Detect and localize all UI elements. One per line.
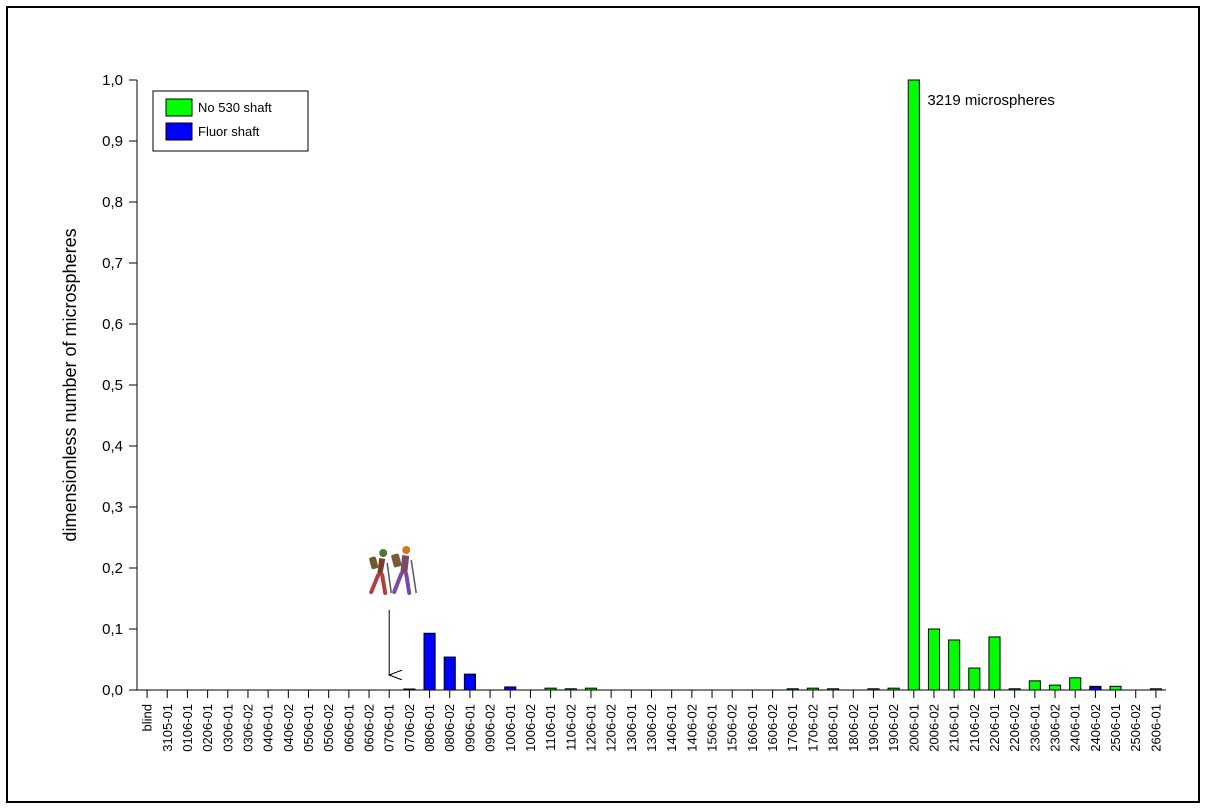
- y-tick-label: 0,5: [102, 377, 123, 394]
- x-tick-label: 1706-01: [785, 704, 800, 752]
- x-tick-label: 0306-01: [220, 704, 235, 752]
- hikers-icon: [369, 546, 417, 595]
- x-tick-label: 2506-01: [1108, 704, 1123, 752]
- legend-swatch-fluor-shaft: [165, 122, 193, 141]
- x-tick-label: 0506-01: [301, 704, 316, 752]
- x-tick-label: 0606-02: [362, 704, 377, 752]
- x-tick-label: 2106-02: [967, 704, 982, 752]
- bar-no-530-shaft: [1028, 680, 1041, 691]
- x-tick-label: 1006-02: [523, 704, 538, 752]
- x-tick-label: 0906-02: [483, 704, 498, 752]
- x-tick-label: 2506-02: [1128, 704, 1143, 752]
- bars: [403, 79, 1162, 691]
- x-tick-label: 0406-02: [281, 704, 296, 752]
- x-tick-label: 1306-01: [624, 704, 639, 752]
- x-tick-label: 1606-02: [765, 704, 780, 752]
- bar-no-530-shaft: [968, 667, 981, 691]
- y-tick-label: 1,0: [102, 72, 123, 89]
- annotation-label: 3219 microspheres: [927, 92, 1055, 109]
- x-tick-label: 2106-01: [947, 704, 962, 752]
- x-tick-label: 1206-02: [604, 704, 619, 752]
- y-tick-label: 0,9: [102, 133, 123, 150]
- y-axis-ticks: 0,0 0,1 0,2 0,3 0,4 0,5 0,6 0,7 0,8 0,9 1,0: [102, 72, 137, 699]
- x-tick-label: 1606-01: [745, 704, 760, 752]
- x-tick-label: 2406-01: [1068, 704, 1083, 752]
- y-tick-label: 0,6: [102, 316, 123, 333]
- bar-fluor-shaft: [463, 673, 476, 691]
- bar-fluor-shaft: [423, 632, 436, 691]
- x-tick-label: 0806-02: [442, 704, 457, 752]
- x-tick-label: 1006-01: [503, 704, 518, 752]
- x-tick-label: 2206-02: [1007, 704, 1022, 752]
- bar-fluor-shaft: [443, 656, 456, 691]
- x-tick-label: 1506-01: [705, 704, 720, 752]
- y-tick-label: 0,4: [102, 438, 123, 455]
- x-tick-label: 1506-02: [725, 704, 740, 752]
- x-tick-label: 0506-02: [321, 704, 336, 752]
- x-tick-label: 2306-02: [1048, 704, 1063, 752]
- x-tick-label: 3105-01: [160, 704, 175, 752]
- x-tick-label: 1206-01: [583, 704, 598, 752]
- x-tick-label: 2306-01: [1027, 704, 1042, 752]
- x-tick-label: 1706-02: [805, 704, 820, 752]
- x-tick-label: 0206-01: [200, 704, 215, 752]
- x-tick-label: 0106-01: [180, 704, 195, 752]
- x-tick-label: 1906-01: [866, 704, 881, 752]
- annotations: 3219 microspheres: [927, 92, 1055, 109]
- y-tick-label: 0,1: [102, 621, 123, 638]
- bar-no-530-shaft: [1109, 685, 1122, 691]
- y-axis-title: dimensionless number of microspheres: [60, 228, 80, 541]
- x-tick-label: 1806-02: [846, 704, 861, 752]
- x-tick-label: 2206-01: [987, 704, 1002, 752]
- bar-no-530-shaft: [1048, 684, 1062, 691]
- x-axis-ticks: blind 3105-01 0106-01 0206-01 0306-01 0306-02…: [140, 690, 1163, 752]
- x-tick-label: 1806-01: [826, 704, 841, 752]
- x-tick-label: 2006-02: [926, 704, 941, 752]
- y-tick-label: 0,8: [102, 194, 123, 211]
- legend-swatch-no-530-shaft: [165, 98, 193, 117]
- legend: No 530 shaft Fluor shaft: [152, 90, 309, 152]
- y-tick-label: 0,0: [102, 682, 123, 699]
- bar-no-530-shaft: [948, 639, 961, 691]
- legend-label-no-530-shaft: No 530 shaft: [198, 100, 272, 115]
- x-tick-label: 1106-01: [543, 704, 558, 751]
- legend-label-fluor-shaft: Fluor shaft: [198, 124, 260, 139]
- x-tick-label: 0606-01: [341, 704, 356, 752]
- y-tick-label: 0,7: [102, 255, 123, 272]
- bar-no-530-shaft: [1069, 677, 1082, 691]
- x-tick-label: 1106-02: [563, 704, 578, 751]
- x-tick-label: 1406-01: [664, 704, 679, 752]
- y-tick-label: 0,3: [102, 499, 123, 516]
- x-tick-label: 2006-01: [906, 704, 921, 752]
- x-tick-label: 2606-01: [1148, 704, 1163, 752]
- x-tick-label: 2406-02: [1088, 704, 1103, 752]
- y-tick-label: 0,2: [102, 560, 123, 577]
- x-tick-label: 0706-02: [402, 704, 417, 752]
- x-tick-label: 1406-02: [684, 704, 699, 752]
- bar-no-530-shaft: [988, 636, 1001, 691]
- x-tick-label: blind: [140, 704, 155, 731]
- bar-no-530-shaft: [907, 79, 920, 691]
- x-tick-label: 0906-01: [462, 704, 477, 752]
- x-tick-label: 0306-02: [240, 704, 255, 752]
- x-tick-label: 1906-02: [886, 704, 901, 752]
- bar-no-530-shaft: [927, 628, 941, 691]
- x-tick-label: 0806-01: [422, 704, 437, 752]
- x-tick-label: 0706-01: [382, 704, 397, 752]
- x-tick-label: 0406-01: [261, 704, 276, 752]
- x-tick-label: 1306-02: [644, 704, 659, 752]
